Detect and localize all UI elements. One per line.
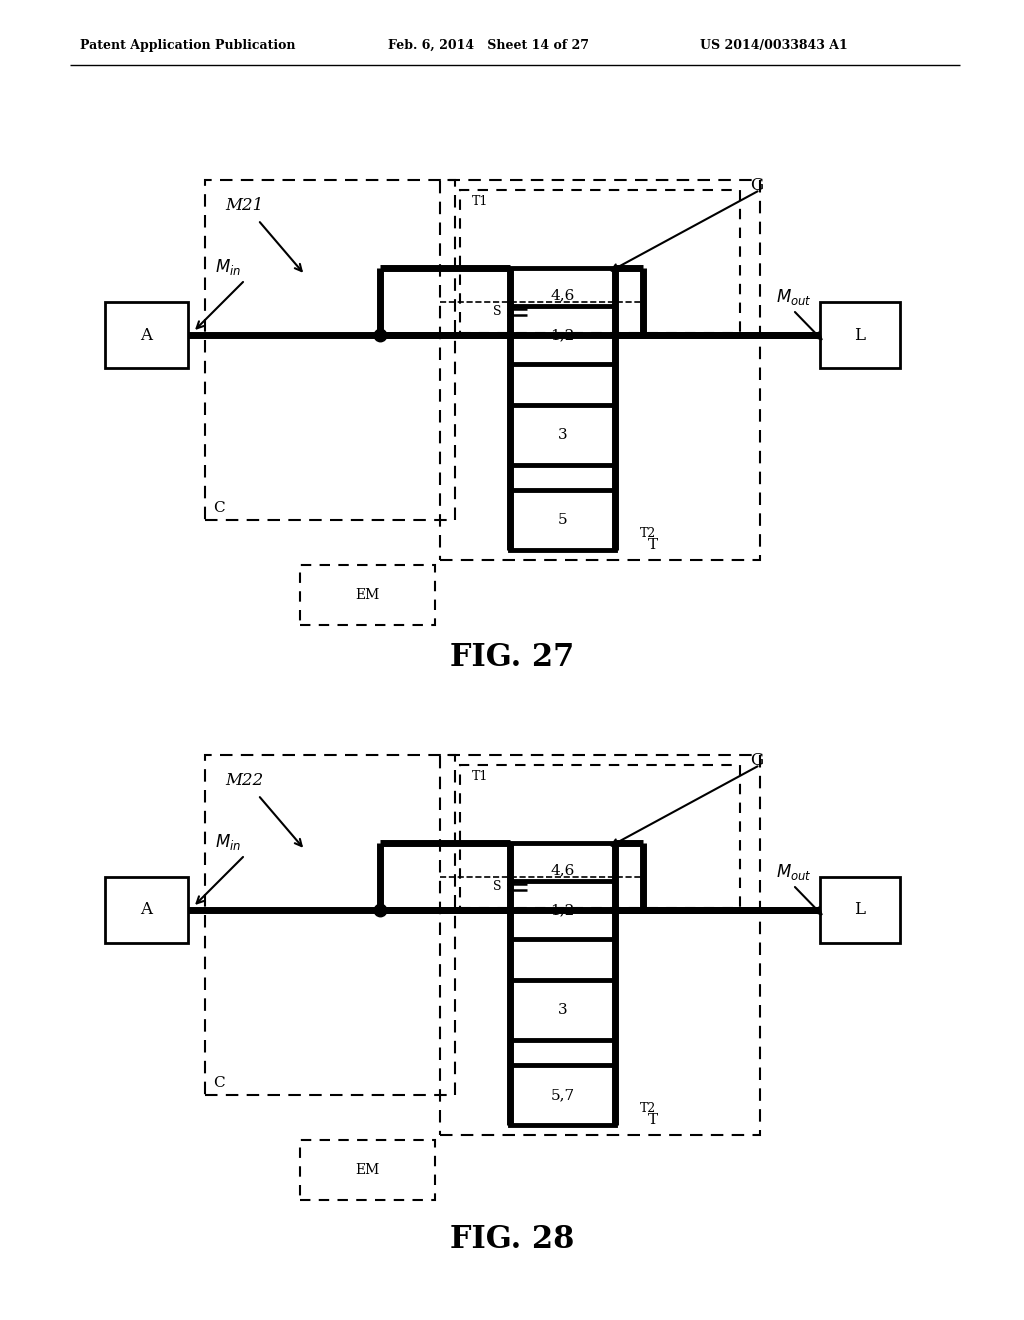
Text: $M_{out}$: $M_{out}$ [776,862,812,882]
Text: A: A [140,902,153,919]
Text: T: T [648,1113,658,1127]
Polygon shape [510,268,615,323]
Text: 4,6: 4,6 [550,289,574,302]
Text: 3: 3 [558,428,567,442]
Text: T: T [648,539,658,552]
Text: M21: M21 [225,197,263,214]
Text: Feb. 6, 2014   Sheet 14 of 27: Feb. 6, 2014 Sheet 14 of 27 [388,40,589,51]
Text: S: S [494,880,502,894]
Text: T1: T1 [472,770,488,783]
Text: Patent Application Publication: Patent Application Publication [80,40,296,51]
Text: C: C [213,502,224,515]
Text: C: C [213,1076,224,1090]
Text: T1: T1 [472,195,488,209]
Polygon shape [510,490,615,550]
Text: 1,2: 1,2 [550,327,574,342]
Text: FIG. 28: FIG. 28 [450,1225,574,1255]
Polygon shape [510,843,615,898]
Text: $M_{in}$: $M_{in}$ [215,257,242,277]
Text: EM: EM [355,587,380,602]
Text: $M_{in}$: $M_{in}$ [215,832,242,851]
Text: 3: 3 [558,1003,567,1016]
Text: G: G [750,752,763,770]
Text: S: S [494,305,502,318]
Polygon shape [105,302,188,368]
Text: L: L [854,326,865,343]
Text: 5: 5 [558,513,567,527]
Polygon shape [510,405,615,465]
Polygon shape [510,1065,615,1125]
Text: M22: M22 [225,772,263,789]
Text: A: A [140,326,153,343]
Text: FIG. 27: FIG. 27 [450,643,574,673]
Polygon shape [820,876,900,942]
Text: L: L [854,902,865,919]
Polygon shape [820,302,900,368]
Text: US 2014/0033843 A1: US 2014/0033843 A1 [700,40,848,51]
Text: T2: T2 [640,527,656,540]
Polygon shape [510,880,615,939]
Text: 1,2: 1,2 [550,903,574,917]
Text: 4,6: 4,6 [550,863,574,878]
Text: 5,7: 5,7 [551,1088,574,1102]
Text: EM: EM [355,1163,380,1177]
Text: T2: T2 [640,1102,656,1115]
Text: $M_{out}$: $M_{out}$ [776,286,812,308]
Text: G: G [750,177,763,194]
Polygon shape [510,979,615,1040]
Polygon shape [105,876,188,942]
Polygon shape [510,306,615,364]
